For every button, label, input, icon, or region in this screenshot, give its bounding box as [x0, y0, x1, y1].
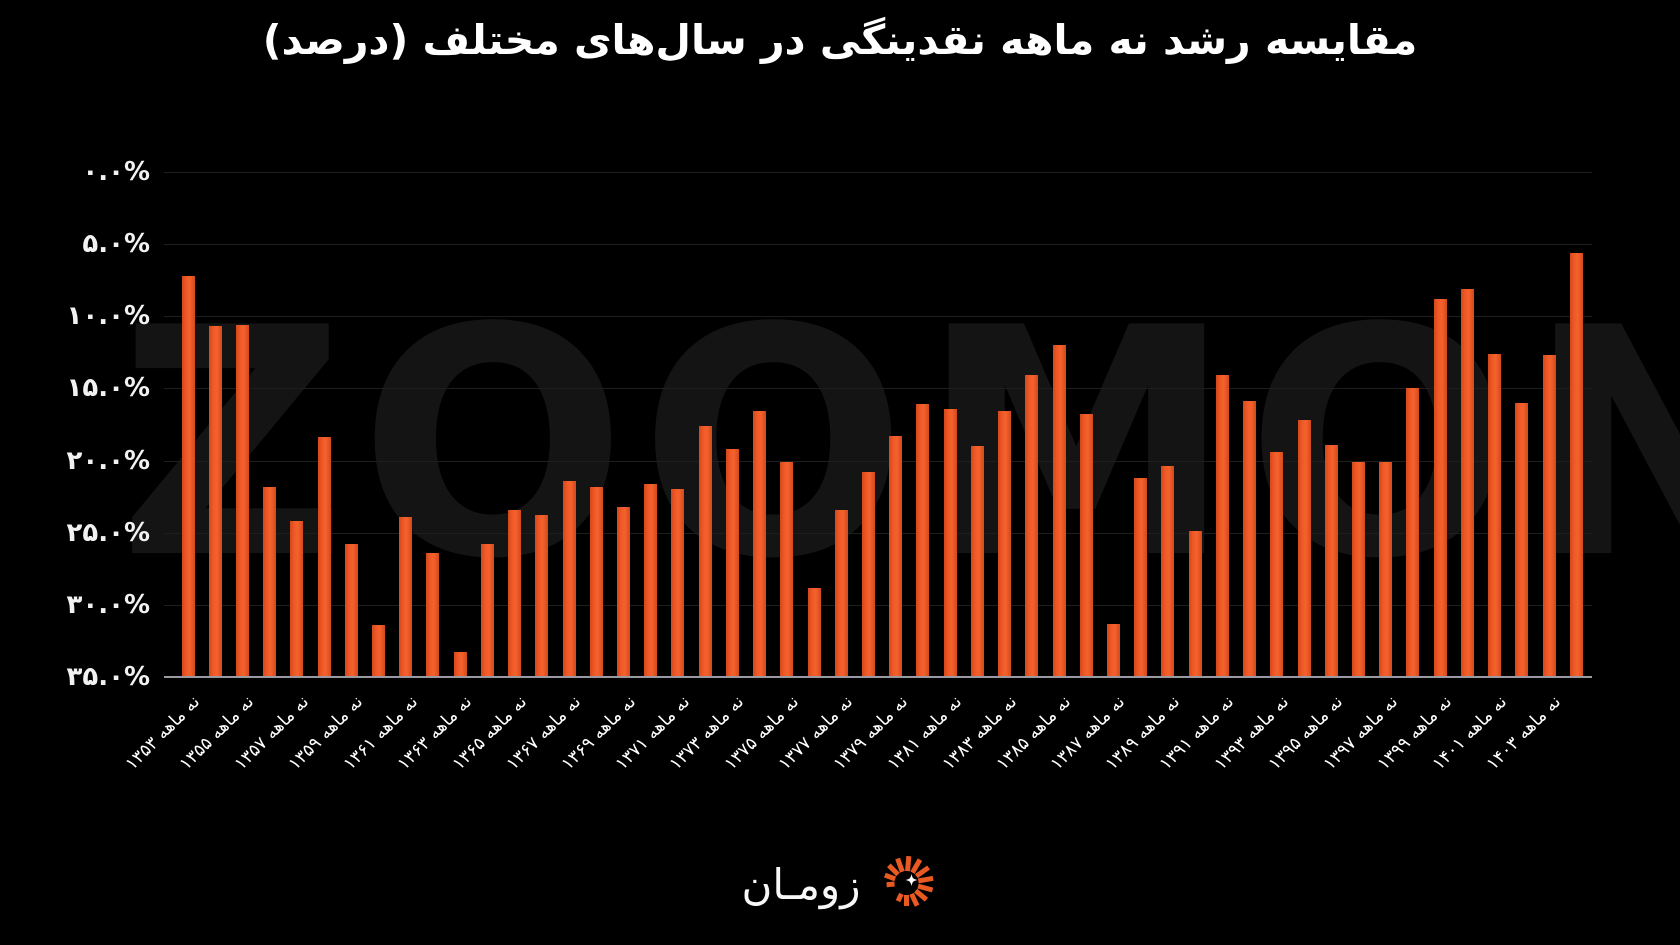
bar-1387: [1106, 623, 1120, 677]
y-tick-label-20: ۱۵.۰%: [66, 373, 150, 404]
bar-1393: [1270, 451, 1284, 677]
bar-1382: [970, 446, 984, 677]
bar-1385: [1052, 345, 1066, 677]
bar-1364: [480, 544, 494, 677]
bar-1397: [1379, 461, 1393, 677]
gridline-20: [164, 388, 1592, 390]
zooman-logo: زومـان: [741, 850, 938, 918]
bar-1371: [671, 489, 685, 677]
bar-1360: [372, 625, 386, 677]
bar-1355: [235, 324, 249, 677]
bar-1381: [943, 408, 957, 677]
gridline-30: [164, 244, 1592, 246]
bar-1369: [617, 506, 631, 677]
bar-1403: [1542, 355, 1556, 677]
y-tick-label-35: ۰.۰%: [82, 156, 150, 187]
bar-1386: [1079, 414, 1093, 677]
bar-1372: [698, 425, 712, 677]
zooman-burst-icon: [875, 850, 939, 918]
bar-1363: [453, 652, 467, 677]
gridline-25: [164, 316, 1592, 318]
bar-1359: [344, 544, 358, 677]
brand-name: زومـان: [741, 859, 861, 909]
y-tick-label-15: ۲۰.۰%: [66, 445, 150, 476]
bar-1401: [1488, 353, 1502, 677]
bar-1391: [1215, 375, 1229, 677]
bar-1373: [725, 449, 739, 677]
bar-1400: [1460, 288, 1474, 677]
bar-1402: [1515, 402, 1529, 677]
bar-1398: [1406, 388, 1420, 677]
bar-1395: [1324, 444, 1338, 677]
bar-1383: [998, 411, 1012, 677]
y-tick-label-30: ۵.۰%: [82, 229, 150, 260]
gridline-5: [164, 604, 1592, 606]
bar-1399: [1433, 298, 1447, 677]
bar-1378: [862, 472, 875, 677]
bar-1379: [889, 436, 903, 677]
bar-1367: [562, 480, 576, 677]
bar-1362: [426, 552, 440, 677]
x-axis-line: [164, 676, 1592, 678]
chart-title: مقایسه رشد نه ماهه نقدینگی در سال‌های مخ…: [262, 16, 1418, 64]
bar-1380: [916, 404, 930, 677]
bar-1365: [508, 509, 522, 677]
bar-1384: [1025, 375, 1039, 677]
bar-1353: [181, 275, 195, 677]
bar-1389: [1161, 466, 1175, 677]
gridline-15: [164, 460, 1592, 462]
bar-1354: [208, 326, 222, 677]
bar-1392: [1243, 401, 1257, 677]
bar-1404: [1569, 252, 1583, 677]
bar-1366: [535, 515, 549, 677]
bar-1377: [834, 509, 848, 677]
y-tick-label-0: ۳۵.۰%: [66, 662, 150, 692]
bar-1376: [807, 587, 821, 677]
bar-1357: [290, 521, 304, 677]
bar-1396: [1351, 461, 1365, 677]
bar-1390: [1188, 531, 1202, 677]
gridline-35: [164, 171, 1592, 173]
bar-1356: [263, 486, 277, 677]
bar-1394: [1297, 420, 1311, 677]
gridline-10: [164, 532, 1592, 534]
bar-1368: [589, 486, 603, 677]
bar-1370: [644, 483, 658, 677]
bar-1358: [317, 437, 331, 677]
bar-1374: [753, 411, 767, 677]
bar-1388: [1134, 477, 1148, 677]
bar-1361: [399, 516, 413, 677]
y-tick-label-5: ۳۰.۰%: [66, 589, 150, 620]
y-tick-label-25: ۱۰.۰%: [66, 301, 150, 332]
y-tick-label-10: ۲۵.۰%: [66, 517, 150, 548]
bar-1375: [780, 461, 794, 677]
